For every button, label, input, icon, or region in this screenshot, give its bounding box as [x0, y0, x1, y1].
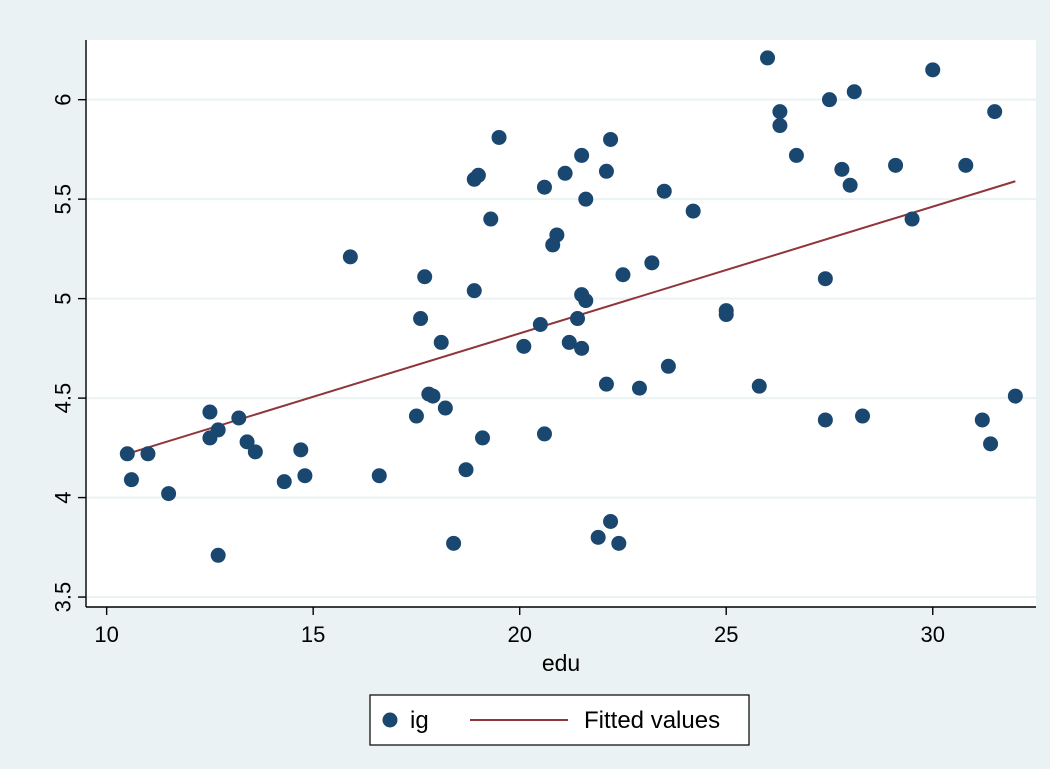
ig-point	[119, 446, 135, 462]
ig-point	[1007, 388, 1023, 404]
ig-point	[788, 147, 804, 163]
ig-point	[598, 376, 614, 392]
ig-point	[578, 293, 594, 309]
y-tick-label: 5.5	[51, 184, 76, 215]
ig-point	[123, 472, 139, 488]
ig-point	[656, 183, 672, 199]
y-tick-label: 4.5	[51, 383, 76, 414]
ig-point	[532, 316, 548, 332]
ig-point	[751, 378, 767, 394]
y-tick-label: 4	[51, 491, 76, 503]
ig-point	[772, 118, 788, 134]
ig-point	[231, 410, 247, 426]
x-tick-label: 10	[94, 622, 118, 647]
ig-point	[660, 358, 676, 374]
ig-point	[239, 434, 255, 450]
ig-point	[817, 271, 833, 287]
ig-point	[437, 400, 453, 416]
ig-point	[247, 444, 263, 460]
x-tick-label: 30	[920, 622, 944, 647]
ig-point	[925, 62, 941, 78]
ig-point	[297, 468, 313, 484]
ig-point	[140, 446, 156, 462]
ig-point	[611, 535, 627, 551]
x-axis-title: edu	[542, 650, 580, 676]
ig-point	[574, 340, 590, 356]
legend-fitted-label: Fitted values	[584, 707, 720, 734]
legend: ig Fitted values	[369, 694, 750, 746]
ig-point	[417, 269, 433, 285]
ig-point	[603, 513, 619, 529]
x-tick-label: 25	[714, 622, 738, 647]
legend-ig-marker	[382, 712, 398, 728]
ig-point	[491, 129, 507, 145]
y-axis-ticks: 3.5 4 4.5 5 5.5 6	[51, 94, 86, 613]
y-tick-label: 6	[51, 94, 76, 106]
ig-point	[842, 177, 858, 193]
ig-point	[210, 422, 226, 438]
ig-point	[536, 426, 552, 442]
ig-point	[161, 486, 177, 502]
ig-point	[536, 179, 552, 195]
ig-point	[371, 468, 387, 484]
ig-point	[549, 227, 565, 243]
y-tick-label: 3.5	[51, 582, 76, 613]
ig-point	[598, 163, 614, 179]
ig-point	[425, 388, 441, 404]
ig-point	[557, 165, 573, 181]
ig-point	[516, 338, 532, 354]
legend-box	[369, 694, 750, 746]
ig-point	[760, 50, 776, 66]
ig-point	[202, 404, 218, 420]
ig-point	[958, 157, 974, 173]
ig-point	[615, 267, 631, 283]
ig-point	[834, 161, 850, 177]
ig-point	[574, 147, 590, 163]
ig-point	[987, 104, 1003, 120]
ig-point	[603, 131, 619, 147]
x-axis-ticks: 10 15 20 25 30	[94, 607, 945, 647]
ig-point	[817, 412, 833, 428]
x-tick-label: 15	[301, 622, 325, 647]
ig-point	[685, 203, 701, 219]
ig-point	[983, 436, 999, 452]
ig-point	[408, 408, 424, 424]
y-tick-label: 5	[51, 293, 76, 305]
ig-point	[974, 412, 990, 428]
y-gridlines	[86, 98, 1036, 599]
ig-point	[433, 334, 449, 350]
ig-point	[772, 104, 788, 120]
ig-point	[458, 462, 474, 478]
ig-points-layer	[119, 50, 1023, 563]
ig-point	[590, 529, 606, 545]
ig-point	[846, 84, 862, 100]
ig-point	[578, 191, 594, 207]
ig-point	[644, 255, 660, 271]
ig-point	[470, 167, 486, 183]
ig-point	[466, 283, 482, 299]
ig-point	[855, 408, 871, 424]
ig-point	[210, 547, 226, 563]
ig-point	[483, 211, 499, 227]
ig-point	[888, 157, 904, 173]
legend-ig-label: ig	[410, 707, 429, 734]
plot-area	[86, 40, 1036, 607]
ig-point	[821, 92, 837, 108]
ig-point	[631, 380, 647, 396]
ig-point	[475, 430, 491, 446]
ig-point	[904, 211, 920, 227]
ig-point	[342, 249, 358, 265]
ig-point	[276, 474, 292, 490]
ig-point	[413, 311, 429, 327]
ig-point	[446, 535, 462, 551]
x-tick-label: 20	[507, 622, 531, 647]
ig-point	[293, 442, 309, 458]
ig-point	[718, 307, 734, 323]
ig-point	[570, 311, 586, 327]
ig-point	[561, 334, 577, 350]
